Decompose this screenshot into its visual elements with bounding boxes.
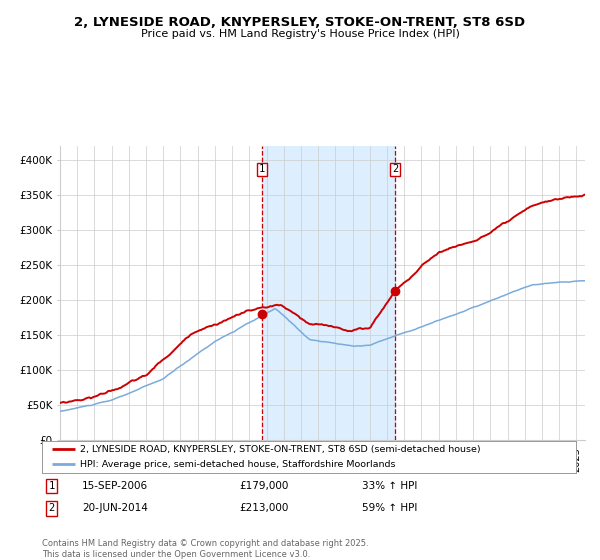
- Text: 2, LYNESIDE ROAD, KNYPERSLEY, STOKE-ON-TRENT, ST8 6SD: 2, LYNESIDE ROAD, KNYPERSLEY, STOKE-ON-T…: [74, 16, 526, 29]
- Text: 20-JUN-2014: 20-JUN-2014: [82, 503, 148, 514]
- Text: Contains HM Land Registry data © Crown copyright and database right 2025.
This d: Contains HM Land Registry data © Crown c…: [42, 539, 368, 559]
- Text: 33% ↑ HPI: 33% ↑ HPI: [362, 481, 418, 491]
- Text: £179,000: £179,000: [239, 481, 289, 491]
- Bar: [262, 146, 395, 440]
- Text: 1: 1: [259, 165, 265, 175]
- Text: HPI: Average price, semi-detached house, Staffordshire Moorlands: HPI: Average price, semi-detached house,…: [80, 460, 396, 469]
- Text: 59% ↑ HPI: 59% ↑ HPI: [362, 503, 418, 514]
- Text: £213,000: £213,000: [239, 503, 289, 514]
- Text: Price paid vs. HM Land Registry's House Price Index (HPI): Price paid vs. HM Land Registry's House …: [140, 29, 460, 39]
- Text: 15-SEP-2006: 15-SEP-2006: [82, 481, 148, 491]
- Text: 2: 2: [49, 503, 55, 514]
- Text: 2: 2: [392, 165, 398, 175]
- Text: 1: 1: [49, 481, 55, 491]
- Text: 2, LYNESIDE ROAD, KNYPERSLEY, STOKE-ON-TRENT, ST8 6SD (semi-detached house): 2, LYNESIDE ROAD, KNYPERSLEY, STOKE-ON-T…: [80, 445, 481, 454]
